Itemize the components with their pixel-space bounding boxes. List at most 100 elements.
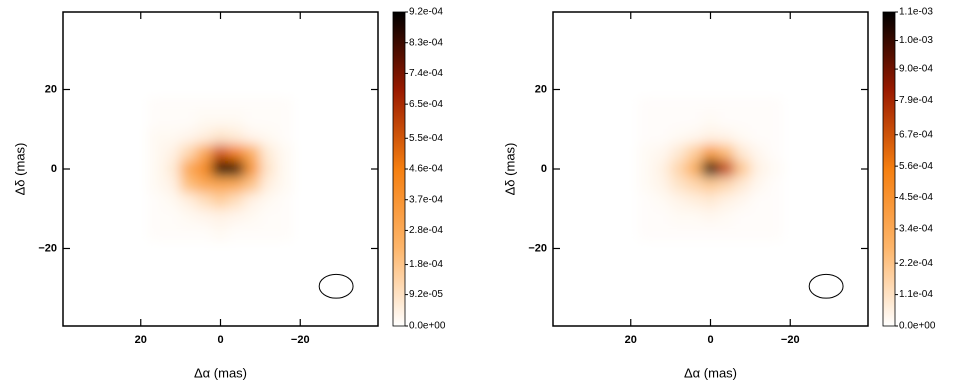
colorbar-tick-label: 6.7e-04 — [899, 129, 933, 140]
cell — [148, 144, 166, 162]
cell — [765, 224, 783, 242]
cell — [243, 112, 261, 130]
colorbar-tick-label: 2.2e-04 — [899, 258, 933, 269]
cell — [196, 96, 214, 114]
colorbar-tick-label: 0.0e+00 — [409, 321, 446, 332]
cell — [148, 176, 166, 194]
colorbar-tick-label: 9.2e-05 — [409, 289, 443, 300]
cell — [180, 176, 198, 194]
cell — [717, 144, 735, 162]
colorbar — [392, 11, 406, 327]
cell — [164, 176, 182, 194]
cell — [765, 112, 783, 130]
cell — [686, 112, 704, 130]
colorbar-tick-label: 5.6e-04 — [899, 161, 933, 172]
y-tick-label: 0 — [541, 163, 547, 175]
x-tick-label: 20 — [135, 334, 147, 346]
cell — [702, 128, 719, 146]
cell — [259, 176, 277, 194]
cell — [702, 144, 719, 162]
cell — [670, 160, 688, 178]
cell — [670, 224, 688, 242]
cell — [164, 192, 182, 210]
cell — [717, 192, 735, 210]
cell — [654, 160, 672, 178]
x-tick-label: 0 — [217, 334, 223, 346]
cell — [275, 128, 293, 146]
cell — [275, 208, 293, 226]
cell — [638, 128, 656, 146]
cell — [733, 128, 751, 146]
cell — [243, 208, 261, 226]
x-axis-label: Δα (mas) — [684, 365, 737, 380]
y-axis-label: Δδ (mas) — [12, 143, 27, 196]
cell — [686, 208, 704, 226]
cell — [686, 160, 704, 178]
cell — [765, 160, 783, 178]
colorbar-tick-label: 9.2e-04 — [409, 7, 443, 18]
cell — [638, 144, 656, 162]
colorbar-tick-label: 5.5e-04 — [409, 133, 443, 144]
cell — [702, 112, 719, 130]
cell — [765, 128, 783, 146]
cell — [196, 192, 214, 210]
cell — [227, 224, 245, 242]
cell — [227, 160, 245, 178]
cell — [654, 192, 672, 210]
cell — [733, 192, 751, 210]
x-tick-label: 0 — [707, 334, 713, 346]
cell — [654, 144, 672, 162]
colorbar-tick-label: 4.6e-04 — [409, 164, 443, 175]
cell — [227, 176, 245, 194]
cell — [259, 160, 277, 178]
cell — [638, 176, 656, 194]
cell — [275, 224, 293, 242]
colorbar-tick-label: 6.5e-04 — [409, 99, 443, 110]
cell — [749, 160, 767, 178]
cell — [702, 96, 719, 114]
cell — [259, 96, 277, 114]
cell — [148, 96, 166, 114]
cell — [148, 208, 166, 226]
cell — [765, 192, 783, 210]
cell — [749, 96, 767, 114]
cell — [196, 128, 214, 146]
y-tick-label: −20 — [38, 242, 57, 254]
cell — [275, 192, 293, 210]
x-tick-label: −20 — [291, 334, 310, 346]
cell — [243, 144, 261, 162]
cell — [717, 112, 735, 130]
cell — [733, 208, 751, 226]
x-axis-label: Δα (mas) — [194, 365, 247, 380]
cell — [196, 160, 214, 178]
cell — [180, 128, 198, 146]
colorbar-tick-label: 7.9e-04 — [899, 95, 933, 106]
cell — [733, 144, 751, 162]
x-tick-label: 20 — [625, 334, 637, 346]
cell — [717, 128, 735, 146]
cell — [702, 208, 719, 226]
colorbar-tick-label: 2.8e-04 — [409, 225, 443, 236]
cell — [259, 192, 277, 210]
cell — [670, 176, 688, 194]
cell — [212, 192, 229, 210]
cell — [148, 224, 166, 242]
colorbar-tick-label: 1.1e-04 — [899, 289, 933, 300]
colorbar-tick-label: 3.7e-04 — [409, 194, 443, 205]
cell — [164, 112, 182, 130]
cell — [243, 224, 261, 242]
cell — [212, 224, 229, 242]
cell — [243, 128, 261, 146]
cell — [670, 96, 688, 114]
cell — [196, 176, 214, 194]
cell — [686, 128, 704, 146]
cell — [227, 192, 245, 210]
y-tick-label: 0 — [51, 163, 57, 175]
beam — [808, 273, 844, 299]
cell — [749, 176, 767, 194]
heatmap-cells — [148, 96, 293, 242]
cell — [180, 208, 198, 226]
cell — [196, 224, 214, 242]
cell — [749, 128, 767, 146]
cell — [702, 224, 719, 242]
